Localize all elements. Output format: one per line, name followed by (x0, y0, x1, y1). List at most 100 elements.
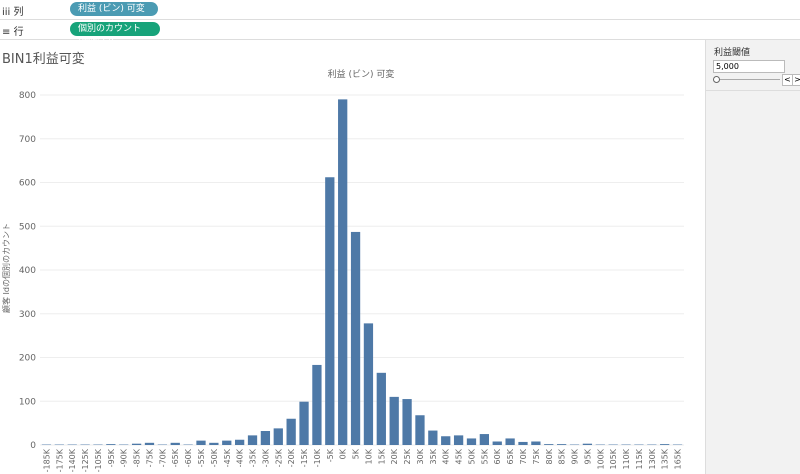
bar (660, 444, 670, 445)
x-tick-label: -175K (55, 448, 64, 472)
bar (363, 323, 374, 445)
bar (505, 438, 515, 445)
bar (247, 435, 258, 445)
bar (196, 440, 206, 445)
x-tick-label: -140K (68, 448, 77, 472)
x-tick-label: 130K (648, 448, 657, 469)
x-tick-label: -10K (313, 448, 322, 467)
x-tick-label: 165K (674, 448, 683, 469)
y-tick-label: 0 (30, 441, 36, 451)
slider-track (716, 79, 780, 80)
x-tick-label: -70K (158, 448, 167, 467)
x-tick-label: 65K (506, 448, 515, 464)
parameter-panel: 利益閾値 5,000 < > (705, 40, 800, 474)
x-tick-label: 35K (429, 448, 438, 464)
x-tick-label: 45K (455, 448, 464, 464)
bar (170, 442, 180, 445)
x-tick-label: 55K (480, 448, 489, 464)
bar (286, 418, 296, 445)
bar (428, 430, 438, 445)
bar (209, 442, 219, 445)
bar (544, 444, 554, 445)
x-tick-label: 85K (558, 448, 567, 464)
bar (106, 444, 116, 445)
x-tick-label: 60K (493, 448, 502, 464)
parameter-title: 利益閾値 (714, 48, 751, 58)
x-tick-label: -20K (287, 448, 296, 467)
chart-title: 利益 (ビン) 可変 (328, 68, 395, 80)
y-tick-label: 400 (19, 266, 36, 276)
bar (222, 440, 232, 445)
x-tick-label: -40K (236, 448, 245, 467)
chart: 利益 (ビン) 可変 顧客 Idの個別のカウント 0 100 200 300 400 50… (1, 68, 684, 472)
x-tick-label: -35K (249, 448, 258, 467)
bar (415, 415, 425, 445)
y-tick-label: 300 (19, 310, 36, 320)
y-tick-label: 100 (19, 397, 36, 407)
sheet-title: BIN1利益可変 (2, 52, 85, 67)
bar (453, 435, 464, 445)
x-tick-label: -25K (274, 448, 283, 467)
x-tick-label: 40K (442, 448, 451, 464)
x-tick-label: -60K (184, 448, 193, 467)
x-tick-label: 50K (467, 448, 476, 464)
bar (325, 177, 335, 445)
x-tick-label: -5K (326, 448, 335, 462)
x-tick-label: 15K (377, 448, 386, 464)
x-tick-label: 70K (519, 448, 528, 464)
x-tick-label: 75K (532, 448, 541, 464)
columns-text: 列 (13, 7, 24, 18)
y-tick-label: 800 (19, 91, 36, 101)
x-tick-label: -75K (145, 448, 154, 467)
y-tick-label: 700 (19, 135, 36, 145)
y-tick-label: 600 (19, 179, 36, 189)
x-tick-label: 30K (416, 448, 425, 464)
x-tick-label: 95K (583, 448, 592, 464)
columns-label: iii 列 (2, 7, 24, 18)
increment-button[interactable]: > (792, 74, 800, 86)
x-tick-label: -55K (197, 448, 206, 467)
x-tick-label: -30K (261, 448, 270, 467)
bar (466, 438, 477, 445)
bar (376, 372, 386, 445)
bar (492, 441, 502, 445)
bar (441, 436, 451, 445)
x-tick-label: -15K (300, 448, 309, 467)
bar (273, 428, 283, 445)
bar (557, 444, 567, 445)
rows-label: ≡ 行 (2, 27, 24, 38)
columns-pill[interactable]: 利益 (ビン) 可変 (70, 2, 158, 16)
bar (144, 442, 155, 445)
y-tick-label: 200 (19, 354, 36, 364)
x-tick-label: 115K (635, 448, 644, 469)
x-tick-label: 110K (622, 448, 631, 469)
bar (402, 399, 412, 445)
bar (389, 396, 399, 445)
x-tick-label: 135K (661, 448, 670, 469)
bar (131, 443, 142, 445)
x-tick-label: -85K (133, 448, 142, 467)
slider-thumb[interactable] (713, 76, 720, 83)
bar (260, 431, 271, 445)
x-tick-label: 5K (352, 448, 361, 459)
rows-shelf: ≡ 行 個別のカウント(顧客 Id) (0, 20, 800, 48)
x-tick-label: -125K (81, 448, 90, 472)
bar (350, 231, 361, 445)
x-tick-label: 25K (403, 448, 412, 464)
rows-text: 行 (13, 27, 24, 38)
x-tick-label: -45K (223, 448, 232, 467)
y-tick-label: 500 (19, 222, 36, 232)
divider (706, 90, 800, 91)
bar (531, 441, 541, 445)
bar (518, 441, 528, 445)
x-tick-label: 0K (339, 448, 348, 459)
x-tick-label: 10K (364, 448, 373, 464)
x-tick-label: -50K (210, 448, 219, 467)
parameter-input[interactable]: 5,000 (713, 60, 785, 73)
y-axis-title: 顧客 Idの個別のカウント (1, 223, 11, 313)
bar (479, 434, 489, 445)
rows-pill[interactable]: 個別のカウント(顧客 Id) (70, 22, 160, 48)
x-tick-label: -65K (171, 448, 180, 467)
x-tick-label: 105K (609, 448, 618, 469)
